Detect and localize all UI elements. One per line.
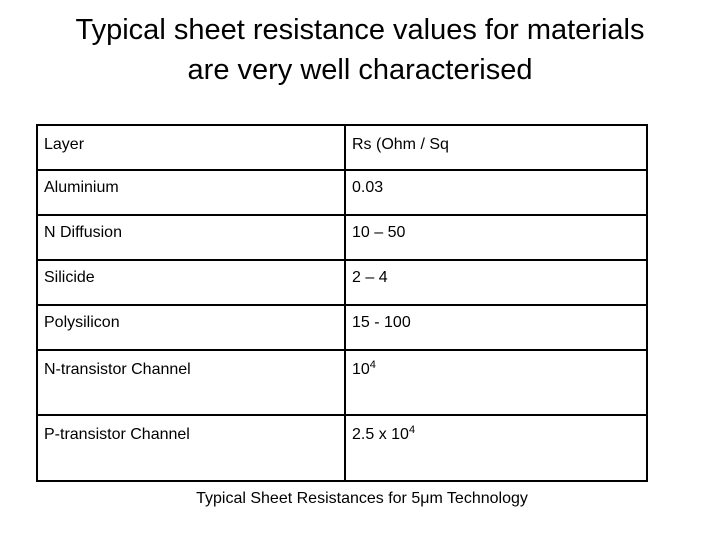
rs-cell: 104 bbox=[344, 349, 648, 416]
header-rs-cell: Rs (Ohm / Sq bbox=[344, 124, 648, 171]
layer-cell: P-transistor Channel bbox=[36, 414, 346, 482]
layer-cell: Silicide bbox=[36, 259, 346, 306]
rs-exponent: 4 bbox=[369, 359, 376, 371]
table-row: Silicide 2 – 4 bbox=[36, 259, 648, 306]
table-row: Polysilicon 15 - 100 bbox=[36, 304, 648, 351]
table-row: N-transistor Channel 104 bbox=[36, 349, 648, 416]
sheet-resistance-table: Layer Rs (Ohm / Sq Aluminium 0.03 N Diff… bbox=[36, 124, 648, 482]
slide-title: Typical sheet resistance values for mate… bbox=[0, 10, 720, 90]
layer-cell: N-transistor Channel bbox=[36, 349, 346, 416]
table-row: P-transistor Channel 2.5 x 104 bbox=[36, 414, 648, 482]
table-caption: Typical Sheet Resistances for 5μm Techno… bbox=[196, 490, 528, 507]
rs-cell: 2.5 x 104 bbox=[344, 414, 648, 482]
rs-cell: 2 – 4 bbox=[344, 259, 648, 306]
slide-title-line-1: Typical sheet resistance values for mate… bbox=[75, 14, 645, 46]
layer-cell: Aluminium bbox=[36, 169, 346, 216]
table-row: Aluminium 0.03 bbox=[36, 169, 648, 216]
layer-cell: N Diffusion bbox=[36, 214, 346, 261]
header-layer-cell: Layer bbox=[36, 124, 346, 171]
rs-base: 10 bbox=[352, 361, 370, 378]
rs-base: 2.5 x 10 bbox=[352, 426, 409, 443]
rs-cell: 0.03 bbox=[344, 169, 648, 216]
slide-title-line-2: are very well characterised bbox=[187, 54, 533, 86]
rs-cell: 10 – 50 bbox=[344, 214, 648, 261]
table-row: N Diffusion 10 – 50 bbox=[36, 214, 648, 261]
layer-cell: Polysilicon bbox=[36, 304, 346, 351]
table-header-row: Layer Rs (Ohm / Sq bbox=[36, 124, 648, 171]
rs-exponent: 4 bbox=[408, 424, 416, 436]
rs-cell: 15 - 100 bbox=[344, 304, 648, 351]
